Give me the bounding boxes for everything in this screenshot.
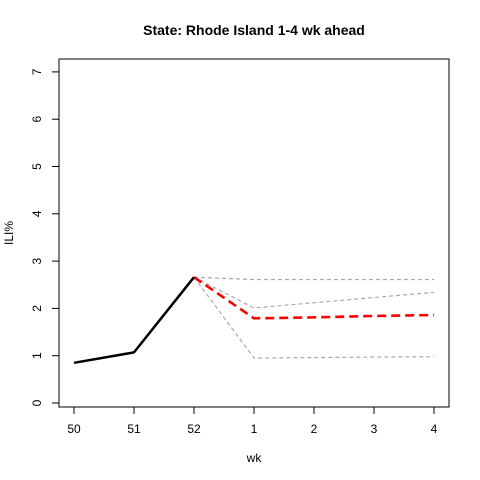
series-line-upper-mid-bound: [193, 276, 435, 309]
y-tick-label: 2: [30, 305, 44, 312]
y-tick-label: 3: [30, 257, 44, 264]
series-line-observed: [73, 276, 195, 365]
x-tick-label: 1: [251, 422, 258, 436]
y-tick-label: 4: [30, 210, 44, 217]
y-tick-label: 7: [30, 68, 44, 75]
y-tick-label: 5: [30, 163, 44, 170]
x-tick-label: 52: [187, 422, 201, 436]
x-axis-label: wk: [246, 451, 263, 465]
x-tick-label: 4: [431, 422, 438, 436]
series-line-forecast: [193, 276, 435, 320]
x-axis: 50 51 52 1 2 3 4: [67, 406, 438, 436]
series-line-upper-bound: [193, 276, 434, 281]
chart-title: State: Rhode Island 1-4 wk ahead: [143, 22, 365, 38]
y-tick-label: 0: [30, 399, 44, 406]
x-tick-label: 50: [67, 422, 81, 436]
x-tick-label: 2: [311, 422, 318, 436]
y-axis: 0 1 2 3 4 5 6 7: [30, 68, 60, 406]
x-tick-label: 3: [371, 422, 378, 436]
x-tick-label: 51: [127, 422, 141, 436]
y-tick-label: 6: [30, 116, 44, 123]
y-axis-label: ILI%: [2, 221, 16, 245]
series-layer: [73, 276, 435, 365]
series-line-lower-bound: [193, 276, 435, 359]
y-tick-label: 1: [30, 352, 44, 359]
